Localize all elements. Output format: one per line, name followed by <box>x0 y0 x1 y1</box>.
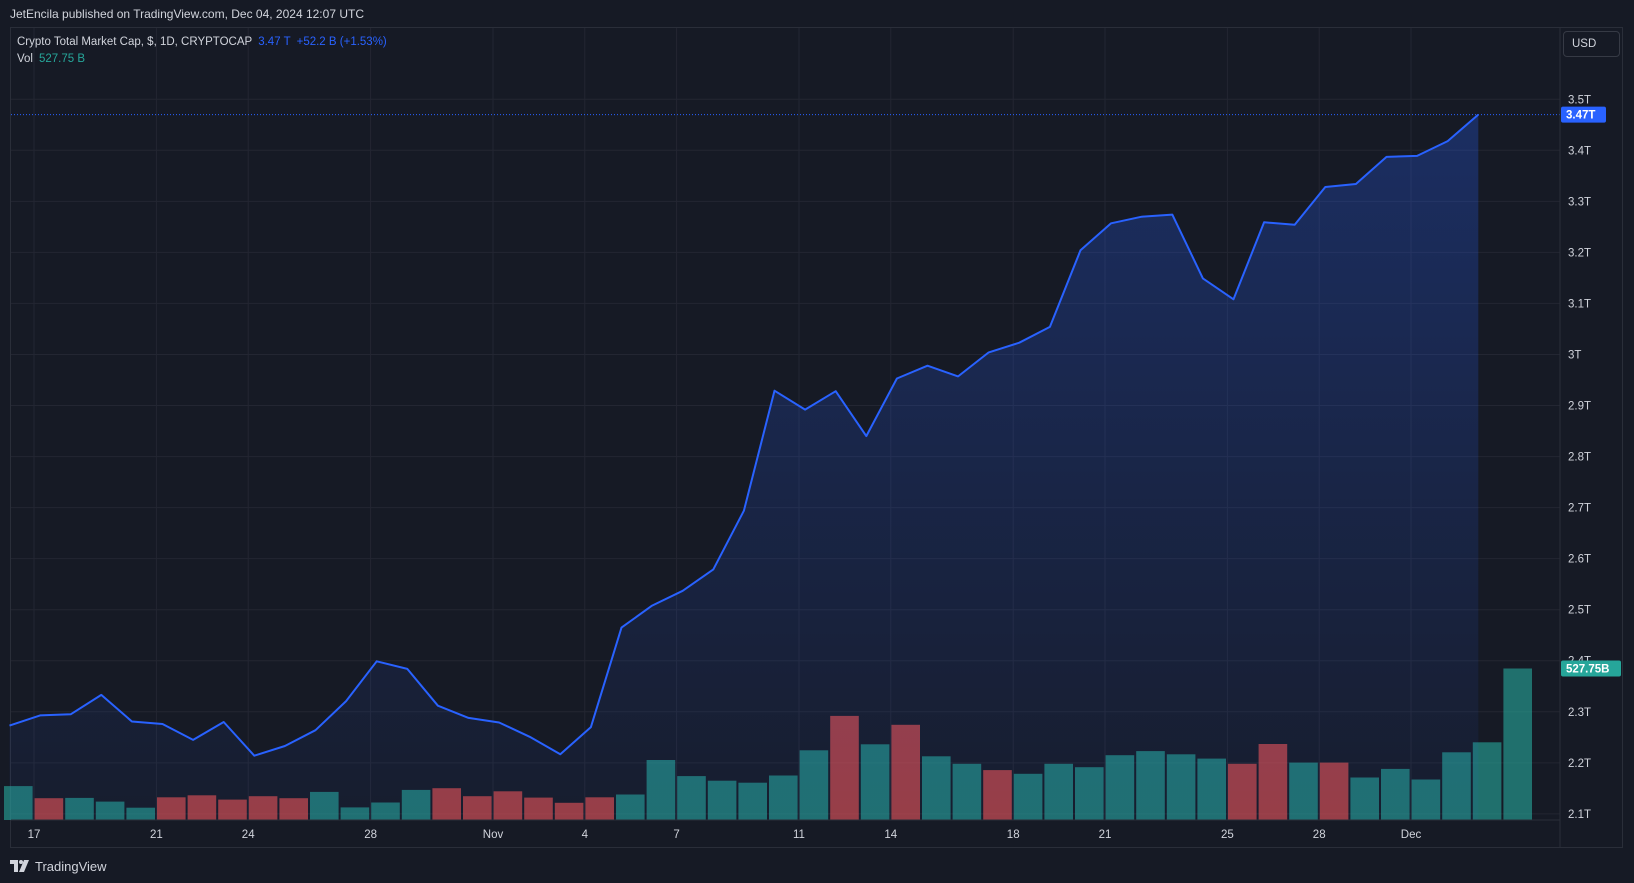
last-price-badge-label: 3.47T <box>1566 110 1595 122</box>
x-tick-label: 4 <box>582 829 589 841</box>
x-tick-label: 17 <box>28 829 41 841</box>
legend-change: +52.2 B (+1.53%) <box>296 36 387 48</box>
x-tick-label: 11 <box>793 829 805 841</box>
y-tick-label: 2.5T <box>1568 605 1591 617</box>
price-line <box>9 113 1479 757</box>
x-tick-label: 28 <box>1313 829 1326 841</box>
x-tick-label: Dec <box>1401 829 1422 841</box>
y-tick-label: 3.5T <box>1568 94 1591 106</box>
x-tick-label: Nov <box>483 829 504 841</box>
y-tick-label: 3.3T <box>1568 196 1591 208</box>
y-tick-label: 2.7T <box>1568 503 1591 515</box>
last-volume-badge <box>1561 660 1621 677</box>
y-tick-label: 3.1T <box>1568 298 1591 310</box>
tradingview-logo-icon <box>10 860 30 872</box>
x-tick-label: 18 <box>1007 829 1020 841</box>
y-tick-label: 3.2T <box>1568 247 1591 259</box>
x-tick-label: 21 <box>150 829 163 841</box>
tradingview-logo[interactable]: TradingView <box>10 857 107 875</box>
y-tick-label: 3.4T <box>1568 145 1591 157</box>
legend-symbol: Crypto Total Market Cap, $, 1D, CRYPTOCA… <box>17 36 253 48</box>
x-tick-label: 21 <box>1099 829 1112 841</box>
tradingview-logo-text: TradingView <box>35 858 107 874</box>
y-tick-label: 2.1T <box>1568 809 1591 821</box>
x-tick-label: 7 <box>673 829 679 841</box>
legend-vol-value: 527.75 B <box>39 53 86 65</box>
currency-selector-button[interactable]: USD <box>1563 31 1620 57</box>
price-area-fill <box>9 114 1479 821</box>
last-volume-badge-label: 527.75B <box>1566 664 1609 676</box>
y-tick-label: 2.2T <box>1568 758 1591 770</box>
legend-last-value: 3.47 T <box>258 36 291 48</box>
y-tick-label: 2.3T <box>1568 707 1591 719</box>
x-tick-label: 28 <box>364 829 377 841</box>
x-tick-label: 25 <box>1221 829 1234 841</box>
y-tick-label: 2.8T <box>1568 452 1591 464</box>
legend-vol-label: Vol <box>17 53 33 65</box>
volume-bar-up <box>1503 668 1532 820</box>
y-tick-label: 3T <box>1568 350 1581 362</box>
x-tick-label: 24 <box>242 829 255 841</box>
chart-frame <box>10 27 1623 848</box>
y-tick-label: 2.9T <box>1568 401 1591 413</box>
chart-legend: Crypto Total Market Cap, $, 1D, CRYPTOCA… <box>17 34 387 68</box>
last-price-badge <box>1561 106 1606 123</box>
legend-main-row: Crypto Total Market Cap, $, 1D, CRYPTOCA… <box>17 34 387 51</box>
publisher-line: JetEncila published on TradingView.com, … <box>10 7 364 21</box>
x-tick-label: 14 <box>884 829 897 841</box>
y-tick-label: 2.6T <box>1568 554 1591 566</box>
legend-volume-row: Vol 527.75 B <box>17 51 387 68</box>
